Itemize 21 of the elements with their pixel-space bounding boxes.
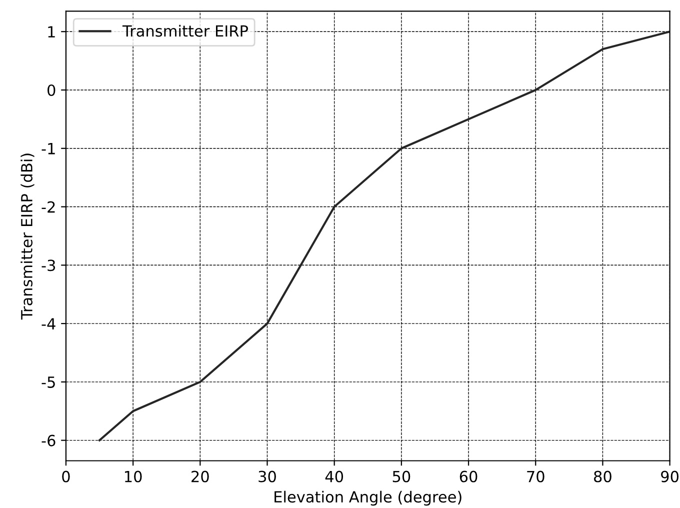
- x-tick-label: 90: [661, 470, 679, 482]
- x-tick-label: 10: [125, 470, 142, 482]
- legend-label: Transmitter EIRP: [122, 24, 248, 37]
- y-tick-label: -2: [42, 201, 55, 213]
- x-tick-label: 50: [392, 470, 410, 482]
- x-tick-label: 0: [62, 470, 70, 482]
- x-tick-label: 70: [527, 470, 544, 482]
- x-tick-label: 60: [460, 470, 478, 482]
- y-tick-label: -3: [42, 260, 56, 272]
- y-tick-label: -4: [42, 318, 56, 330]
- x-tick-label: 20: [192, 470, 209, 482]
- x-tick-label: 80: [594, 470, 612, 482]
- y-tick-label: 1: [48, 26, 55, 38]
- x-axis-title: Elevation Angle (degree): [274, 490, 462, 506]
- y-tick-label: -5: [42, 376, 55, 388]
- x-tick-label: 30: [258, 470, 276, 482]
- y-tick-label: -6: [42, 434, 56, 446]
- y-tick-label: 0: [48, 84, 56, 96]
- y-tick-label: -1: [42, 143, 55, 154]
- x-tick-label: 40: [325, 470, 344, 482]
- y-axis-title: Transmitter EIRP (dBi): [20, 154, 34, 320]
